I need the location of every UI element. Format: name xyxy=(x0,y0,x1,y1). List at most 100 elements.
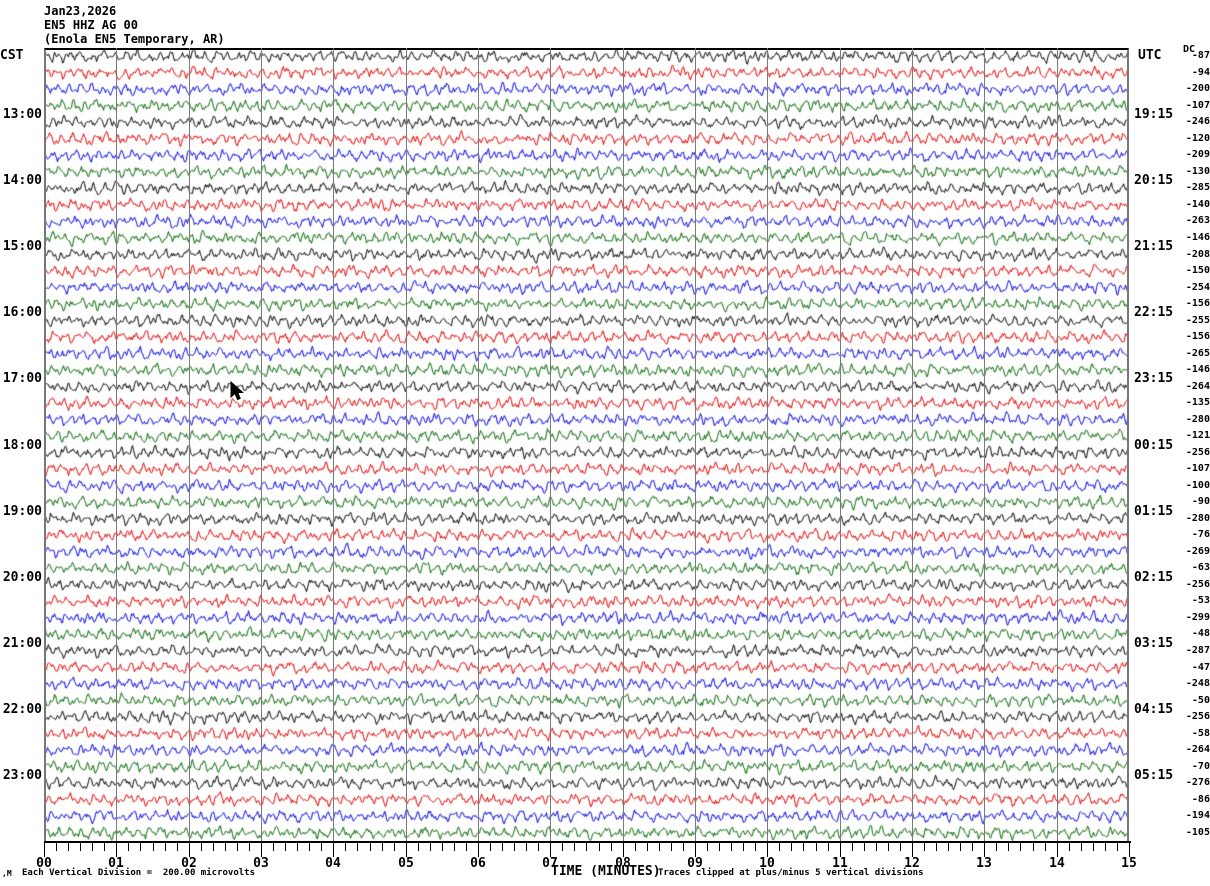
cst-time-label: 20:00 xyxy=(2,569,42,585)
grid-line-minute-11 xyxy=(840,48,841,841)
x-tick-minor xyxy=(1033,843,1034,851)
dc-offset-value: -1070 xyxy=(1185,463,1210,475)
x-tick-major xyxy=(912,843,913,857)
x-tick-label: 02 xyxy=(181,856,197,871)
cst-time-label: 13:00 xyxy=(2,107,42,123)
x-tick-minor xyxy=(599,843,600,851)
x-tick-major xyxy=(1129,843,1130,857)
dc-offset-value: -764 xyxy=(1191,529,1210,541)
cst-time-label: 17:00 xyxy=(2,371,42,387)
header-station: (Enola EN5 Temporary, AR) xyxy=(44,32,225,46)
grid-line-minute-08 xyxy=(623,48,624,841)
x-tick-minor xyxy=(454,843,455,851)
x-tick-minor xyxy=(538,843,539,851)
x-tick-minor xyxy=(960,843,961,851)
x-tick-minor xyxy=(731,843,732,851)
x-tick-minor xyxy=(683,843,684,851)
x-tick-major xyxy=(767,843,768,857)
x-tick-minor xyxy=(201,843,202,851)
x-tick-minor xyxy=(297,843,298,851)
x-tick-minor xyxy=(888,843,889,851)
x-tick-minor xyxy=(68,843,69,851)
dc-offset-value: -2643 xyxy=(1185,744,1210,756)
x-tick-major xyxy=(406,843,407,857)
x-tick-label: 00 xyxy=(36,856,52,871)
dc-offset-value: -1205 xyxy=(1185,132,1210,144)
x-tick-minor xyxy=(719,843,720,851)
x-tick-minor xyxy=(345,843,346,851)
dc-offset-value: -1302 xyxy=(1185,165,1210,177)
helicorder-plot[interactable] xyxy=(44,48,1129,841)
x-tick-minor xyxy=(924,843,925,851)
utc-time-label: 03:15 xyxy=(1134,635,1174,651)
x-tick-label: 08 xyxy=(615,856,631,871)
cst-time-label: 15:00 xyxy=(2,239,42,255)
dc-offset-value: -631 xyxy=(1191,562,1210,574)
x-tick-minor xyxy=(659,843,660,851)
x-tick-minor xyxy=(466,843,467,851)
x-tick-major xyxy=(550,843,551,857)
dc-offset-value: -2009 xyxy=(1185,83,1210,95)
x-tick-minor xyxy=(586,843,587,851)
dc-offset-value: -2657 xyxy=(1185,347,1210,359)
dc-offset-value: -2549 xyxy=(1185,281,1210,293)
x-tick-minor xyxy=(430,843,431,851)
x-tick-minor xyxy=(1093,843,1094,851)
x-tick-label: 12 xyxy=(904,856,920,871)
grid-line-minute-02 xyxy=(189,48,190,841)
x-tick-label: 13 xyxy=(976,856,992,871)
x-tick-minor xyxy=(442,843,443,851)
x-tick-minor xyxy=(370,843,371,851)
dc-offset-value: -1464 xyxy=(1185,364,1210,376)
dc-offset-value: -863 xyxy=(1191,793,1210,805)
dc-offset-value: -1561 xyxy=(1185,331,1210,343)
dc-offset-value: -2094 xyxy=(1185,149,1210,161)
x-tick-minor xyxy=(864,843,865,851)
x-tick-minor xyxy=(526,843,527,851)
x-axis-title: TIME (MINUTES) xyxy=(551,864,661,879)
left-axis-label: CST xyxy=(0,48,24,63)
x-tick-major xyxy=(478,843,479,857)
utc-time-label: 21:15 xyxy=(1134,239,1174,255)
grid-line-minute-07 xyxy=(550,48,551,841)
dc-offset-column: -876 -948 -2009 -1079 -2464 -1205 -2094 -1302 -2… xyxy=(1176,48,1210,841)
x-tick-minor xyxy=(948,843,949,851)
dc-offset-value: -1940 xyxy=(1185,810,1210,822)
x-tick-minor xyxy=(382,843,383,851)
x-tick-minor xyxy=(876,843,877,851)
cst-time-label: 16:00 xyxy=(2,305,42,321)
x-tick-label: 03 xyxy=(253,856,269,871)
x-tick-minor xyxy=(779,843,780,851)
x-tick-minor xyxy=(249,843,250,851)
grid-line-minute-03 xyxy=(261,48,262,841)
utc-time-label: 23:15 xyxy=(1134,371,1174,387)
x-tick-major xyxy=(189,843,190,857)
cst-time-label: 21:00 xyxy=(2,635,42,651)
dc-offset-value: -876 xyxy=(1191,50,1210,62)
x-tick-major xyxy=(1057,843,1058,857)
dc-offset-value: -475 xyxy=(1191,661,1210,673)
x-tick-label: 05 xyxy=(398,856,414,871)
x-tick-minor xyxy=(490,843,491,851)
seismic-traces-canvas xyxy=(44,48,1129,841)
dc-offset-value: -1058 xyxy=(1185,826,1210,838)
dc-offset-value: -505 xyxy=(1191,694,1210,706)
header-channel: EN5 HHZ AG 00 xyxy=(44,18,138,32)
x-tick-minor xyxy=(743,843,744,851)
x-tick-minor xyxy=(562,843,563,851)
x-tick-label: 09 xyxy=(687,856,703,871)
grid-line-minute-01 xyxy=(116,48,117,841)
x-tick-minor xyxy=(755,843,756,851)
x-tick-label: 10 xyxy=(759,856,775,871)
cst-time-label: 14:00 xyxy=(2,173,42,189)
x-tick-minor xyxy=(394,843,395,851)
x-tick-minor xyxy=(128,843,129,851)
x-tick-label: 11 xyxy=(832,856,848,871)
x-tick-minor xyxy=(357,843,358,851)
x-tick-minor xyxy=(321,843,322,851)
utc-time-label: 19:15 xyxy=(1134,107,1174,123)
x-tick-major xyxy=(984,843,985,857)
dc-offset-value: -1215 xyxy=(1185,430,1210,442)
x-tick-minor xyxy=(1045,843,1046,851)
x-tick-minor xyxy=(165,843,166,851)
